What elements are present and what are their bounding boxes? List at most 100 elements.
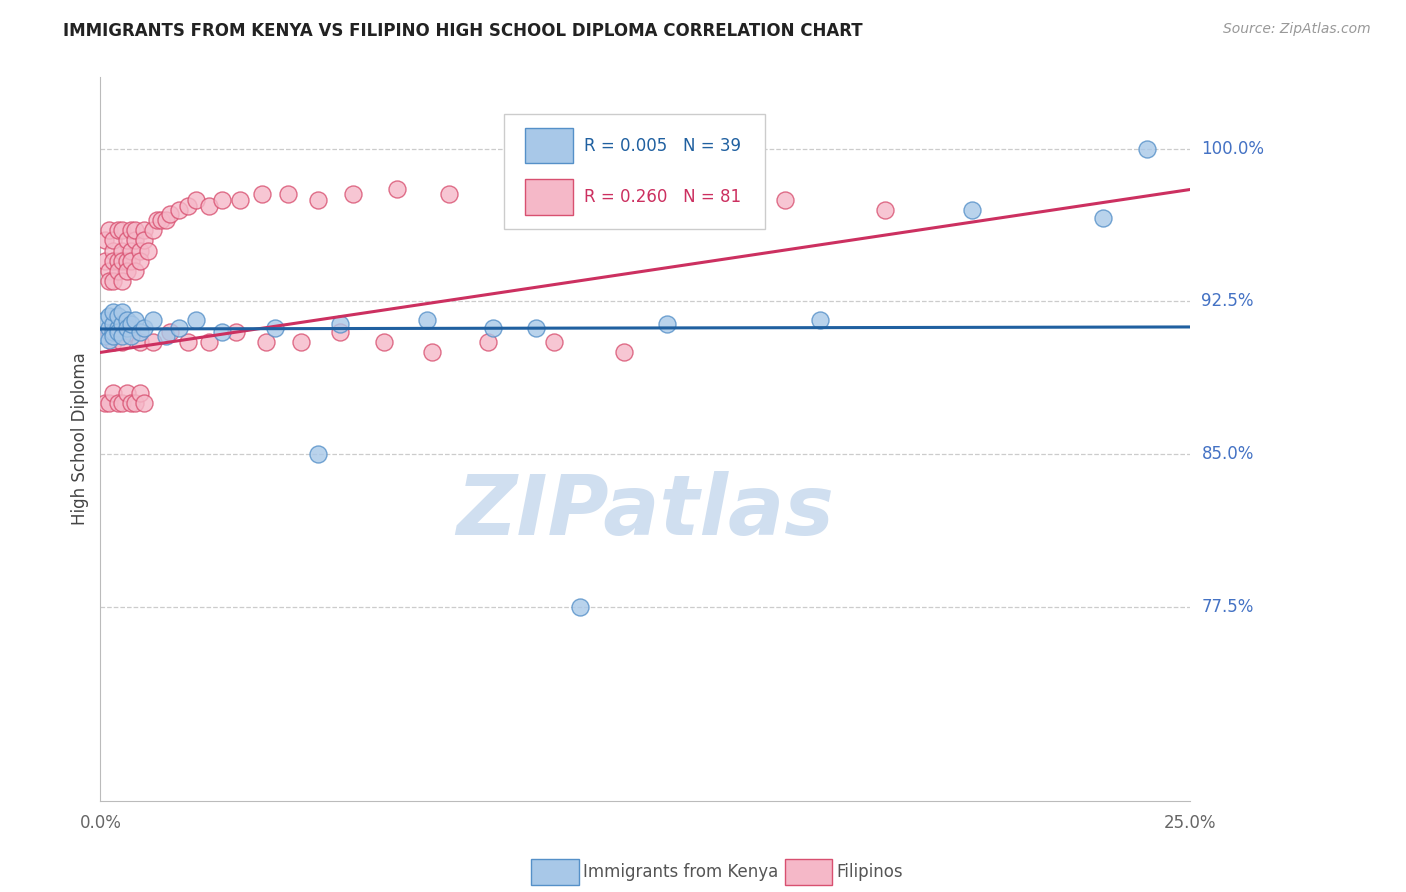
Point	[111, 304, 134, 318]
Point	[98, 396, 121, 410]
Point	[128, 335, 150, 350]
Point	[225, 325, 247, 339]
Point	[107, 321, 129, 335]
Text: IMMIGRANTS FROM KENYA VS FILIPINO HIGH SCHOOL DIPLOMA CORRELATION CHART: IMMIGRANTS FROM KENYA VS FILIPINO HIGH S…	[63, 22, 863, 40]
Point	[657, 317, 679, 331]
FancyBboxPatch shape	[526, 128, 574, 163]
Point	[120, 325, 142, 339]
Point	[481, 321, 503, 335]
Point	[115, 386, 138, 401]
Point	[132, 223, 155, 237]
Text: Filipinos: Filipinos	[837, 863, 903, 881]
Point	[307, 447, 329, 461]
Point	[124, 313, 146, 327]
Point	[124, 223, 146, 237]
FancyBboxPatch shape	[526, 179, 574, 215]
Text: 100.0%: 100.0%	[1202, 140, 1264, 158]
Point	[111, 335, 134, 350]
Point	[198, 335, 221, 350]
Point	[120, 317, 142, 331]
Point	[1136, 142, 1159, 156]
Text: 0.0%: 0.0%	[79, 814, 121, 832]
Point	[107, 396, 129, 410]
Point	[107, 325, 129, 339]
Text: R = 0.260   N = 81: R = 0.260 N = 81	[585, 188, 741, 206]
Point	[477, 335, 499, 350]
Point	[107, 325, 129, 339]
Point	[342, 186, 364, 201]
Point	[420, 345, 443, 359]
Point	[132, 396, 155, 410]
Point	[124, 264, 146, 278]
Point	[159, 207, 181, 221]
Point	[128, 325, 150, 339]
Point	[115, 264, 138, 278]
Point	[524, 321, 547, 335]
Point	[103, 274, 125, 288]
Point	[155, 213, 177, 227]
Text: Source: ZipAtlas.com: Source: ZipAtlas.com	[1223, 22, 1371, 37]
Point	[103, 304, 125, 318]
Point	[120, 329, 142, 343]
Text: 77.5%: 77.5%	[1202, 598, 1254, 616]
Point	[107, 253, 129, 268]
Point	[437, 186, 460, 201]
Point	[120, 223, 142, 237]
Point	[385, 182, 408, 196]
Point	[98, 274, 121, 288]
Point	[159, 325, 181, 339]
Point	[124, 233, 146, 247]
Point	[120, 244, 142, 258]
Point	[578, 182, 600, 196]
Point	[103, 325, 125, 339]
Point	[103, 386, 125, 401]
Point	[612, 345, 634, 359]
Point	[186, 313, 208, 327]
Point	[263, 321, 285, 335]
Point	[103, 253, 125, 268]
Point	[307, 193, 329, 207]
Point	[115, 253, 138, 268]
Point	[103, 244, 125, 258]
Point	[107, 264, 129, 278]
Point	[543, 335, 565, 350]
Point	[198, 199, 221, 213]
Point	[167, 321, 190, 335]
Point	[128, 386, 150, 401]
FancyBboxPatch shape	[503, 113, 765, 229]
Point	[93, 253, 115, 268]
Point	[120, 396, 142, 410]
Point	[111, 244, 134, 258]
Point	[416, 313, 439, 327]
Point	[107, 223, 129, 237]
Point	[277, 186, 299, 201]
Point	[142, 223, 165, 237]
Point	[373, 335, 395, 350]
Point	[329, 325, 352, 339]
Point	[128, 244, 150, 258]
Point	[111, 317, 134, 331]
Point	[103, 335, 125, 350]
Text: ZIPatlas: ZIPatlas	[457, 471, 834, 552]
Text: Immigrants from Kenya: Immigrants from Kenya	[583, 863, 779, 881]
Point	[176, 199, 198, 213]
Point	[669, 186, 692, 201]
Point	[329, 317, 352, 331]
Point	[146, 213, 169, 227]
Point	[211, 193, 233, 207]
Point	[93, 396, 115, 410]
Point	[98, 325, 121, 339]
Point	[103, 329, 125, 343]
Point	[120, 253, 142, 268]
Text: 25.0%: 25.0%	[1164, 814, 1216, 832]
Point	[93, 233, 115, 247]
Point	[1092, 211, 1115, 225]
Point	[142, 313, 165, 327]
Point	[111, 274, 134, 288]
Point	[103, 233, 125, 247]
Point	[98, 333, 121, 347]
Point	[167, 202, 190, 217]
Point	[111, 329, 134, 343]
Point	[186, 193, 208, 207]
Text: R = 0.005   N = 39: R = 0.005 N = 39	[585, 136, 741, 155]
